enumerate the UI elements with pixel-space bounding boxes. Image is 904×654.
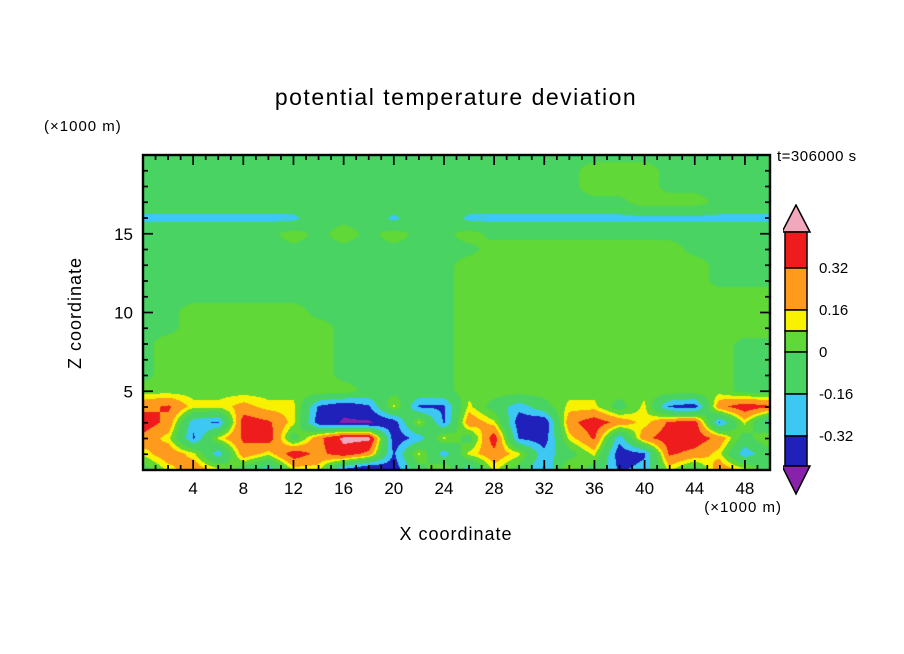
x-axis-unit-label: (×1000 m)	[704, 499, 782, 516]
timestamp-label: t=306000 s	[777, 148, 857, 165]
colorbar-segment	[784, 330, 808, 353]
x-tick-label: 12	[284, 479, 303, 498]
colorbar-segment	[784, 267, 808, 311]
x-tick-label: 48	[735, 479, 754, 498]
colorbar-top-arrow	[783, 204, 812, 233]
z-tick-label: 10	[114, 304, 133, 323]
z-tick-label: 5	[124, 382, 133, 401]
colorbar-segment	[784, 351, 808, 395]
x-tick-label: 40	[635, 479, 654, 498]
x-tick-label: 44	[685, 479, 704, 498]
colorbar-label: -0.16	[819, 386, 853, 403]
colorbar-label: -0.32	[819, 428, 853, 445]
x-tick-label: 20	[384, 479, 403, 498]
chart-title: potential temperature deviation	[274, 84, 638, 110]
colorbar-segment	[784, 435, 808, 467]
z-axis-title: Z coordinate	[65, 256, 85, 370]
z-axis-unit-label: (×1000 m)	[44, 118, 122, 135]
colorbar: 0.32 0.16 0 -0.16 -0.32	[783, 204, 853, 496]
colorbar-label: 0.16	[819, 302, 848, 319]
x-tick-label: 28	[485, 479, 504, 498]
colorbar-segment	[784, 231, 808, 269]
colorbar-label: 0	[819, 344, 827, 361]
contour-field	[143, 155, 770, 470]
z-tick-label: 15	[114, 225, 133, 244]
colorbar-segment	[784, 393, 808, 437]
colorbar-bottom-arrow	[783, 465, 812, 496]
x-tick-label: 32	[535, 479, 554, 498]
x-tick-label: 24	[434, 479, 453, 498]
x-tick-label: 8	[239, 479, 248, 498]
x-tick-label: 16	[334, 479, 353, 498]
x-tick-label: 36	[585, 479, 604, 498]
x-tick-label: 4	[188, 479, 197, 498]
x-axis-title: X coordinate	[399, 524, 513, 544]
colorbar-segment	[784, 309, 808, 332]
colorbar-label: 0.32	[819, 260, 848, 277]
